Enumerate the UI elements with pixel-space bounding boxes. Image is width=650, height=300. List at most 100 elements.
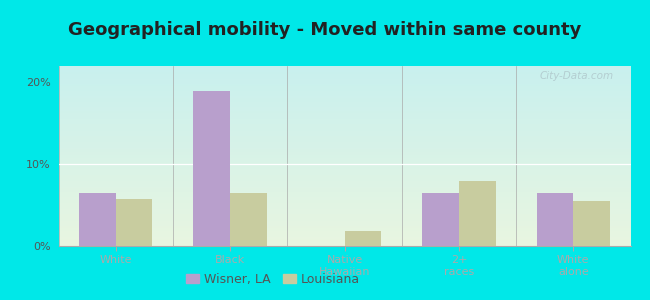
Bar [58,234,630,235]
Bar [537,193,573,246]
Text: Geographical mobility - Moved within same county: Geographical mobility - Moved within sam… [68,21,582,39]
Bar [58,80,630,81]
Bar [58,73,630,74]
Bar [58,91,630,92]
Bar [58,95,630,96]
Bar [58,243,630,244]
Bar [58,171,630,172]
Bar [58,218,630,219]
Bar [58,180,630,181]
Bar [58,135,630,136]
Bar [58,219,630,220]
Bar [58,229,630,230]
Bar [58,74,630,75]
Bar [58,195,630,196]
Bar [58,169,630,170]
Bar [58,216,630,217]
Bar [58,138,630,139]
Bar [58,231,630,232]
Bar [58,165,630,166]
Bar [58,132,630,133]
Bar [58,75,630,76]
Bar [58,66,630,67]
Bar [58,239,630,240]
Bar [58,210,630,211]
Bar [58,126,630,127]
Bar [58,76,630,77]
Bar [58,217,630,218]
Bar [58,85,630,86]
Bar [58,187,630,188]
Bar [58,200,630,201]
Bar [573,201,610,246]
Bar [58,193,630,194]
Bar [79,193,116,246]
Bar [58,235,630,236]
Bar [58,131,630,132]
Bar [58,194,630,195]
Bar [58,83,630,84]
Bar [58,117,630,118]
Bar [58,136,630,137]
Bar [58,141,630,142]
Bar [58,201,630,202]
Bar [58,103,630,104]
Bar [58,155,630,156]
Bar [58,140,630,141]
Bar [58,188,630,189]
Bar [58,182,630,183]
Bar [58,127,630,128]
Bar [58,98,630,99]
Bar [58,202,630,203]
Bar [58,163,630,164]
Bar [58,118,630,119]
Bar [58,143,630,144]
Bar [58,150,630,151]
Bar [58,92,630,93]
Bar [58,230,630,231]
Bar [58,121,630,122]
Bar [58,102,630,103]
Bar [58,87,630,88]
Bar [344,231,381,246]
Bar [58,203,630,204]
Bar [58,82,630,83]
Legend: Wisner, LA, Louisiana: Wisner, LA, Louisiana [181,268,365,291]
Bar [58,122,630,123]
Bar [58,173,630,174]
Bar [58,125,630,126]
Bar [58,133,630,134]
Bar [58,130,630,131]
Bar [459,181,495,246]
Bar [58,240,630,241]
Bar [58,161,630,162]
Bar [58,115,630,116]
Bar [58,168,630,169]
Bar [58,213,630,214]
Bar [422,193,459,246]
Bar [58,167,630,168]
Bar [58,238,630,239]
Bar [58,110,630,111]
Bar [58,233,630,234]
Bar [58,197,630,198]
Bar [58,208,630,209]
Bar [58,186,630,187]
Bar [58,242,630,243]
Bar [58,128,630,129]
Bar [58,71,630,72]
Bar [58,69,630,70]
Bar [58,190,630,191]
Bar [58,77,630,78]
Bar [58,116,630,117]
Bar [58,114,630,115]
Bar [58,184,630,185]
Bar [58,152,630,153]
Bar [58,237,630,238]
Bar [58,93,630,94]
Bar [58,178,630,179]
Bar [58,175,630,176]
Bar [58,225,630,226]
Bar [58,107,630,108]
Bar [58,101,630,102]
